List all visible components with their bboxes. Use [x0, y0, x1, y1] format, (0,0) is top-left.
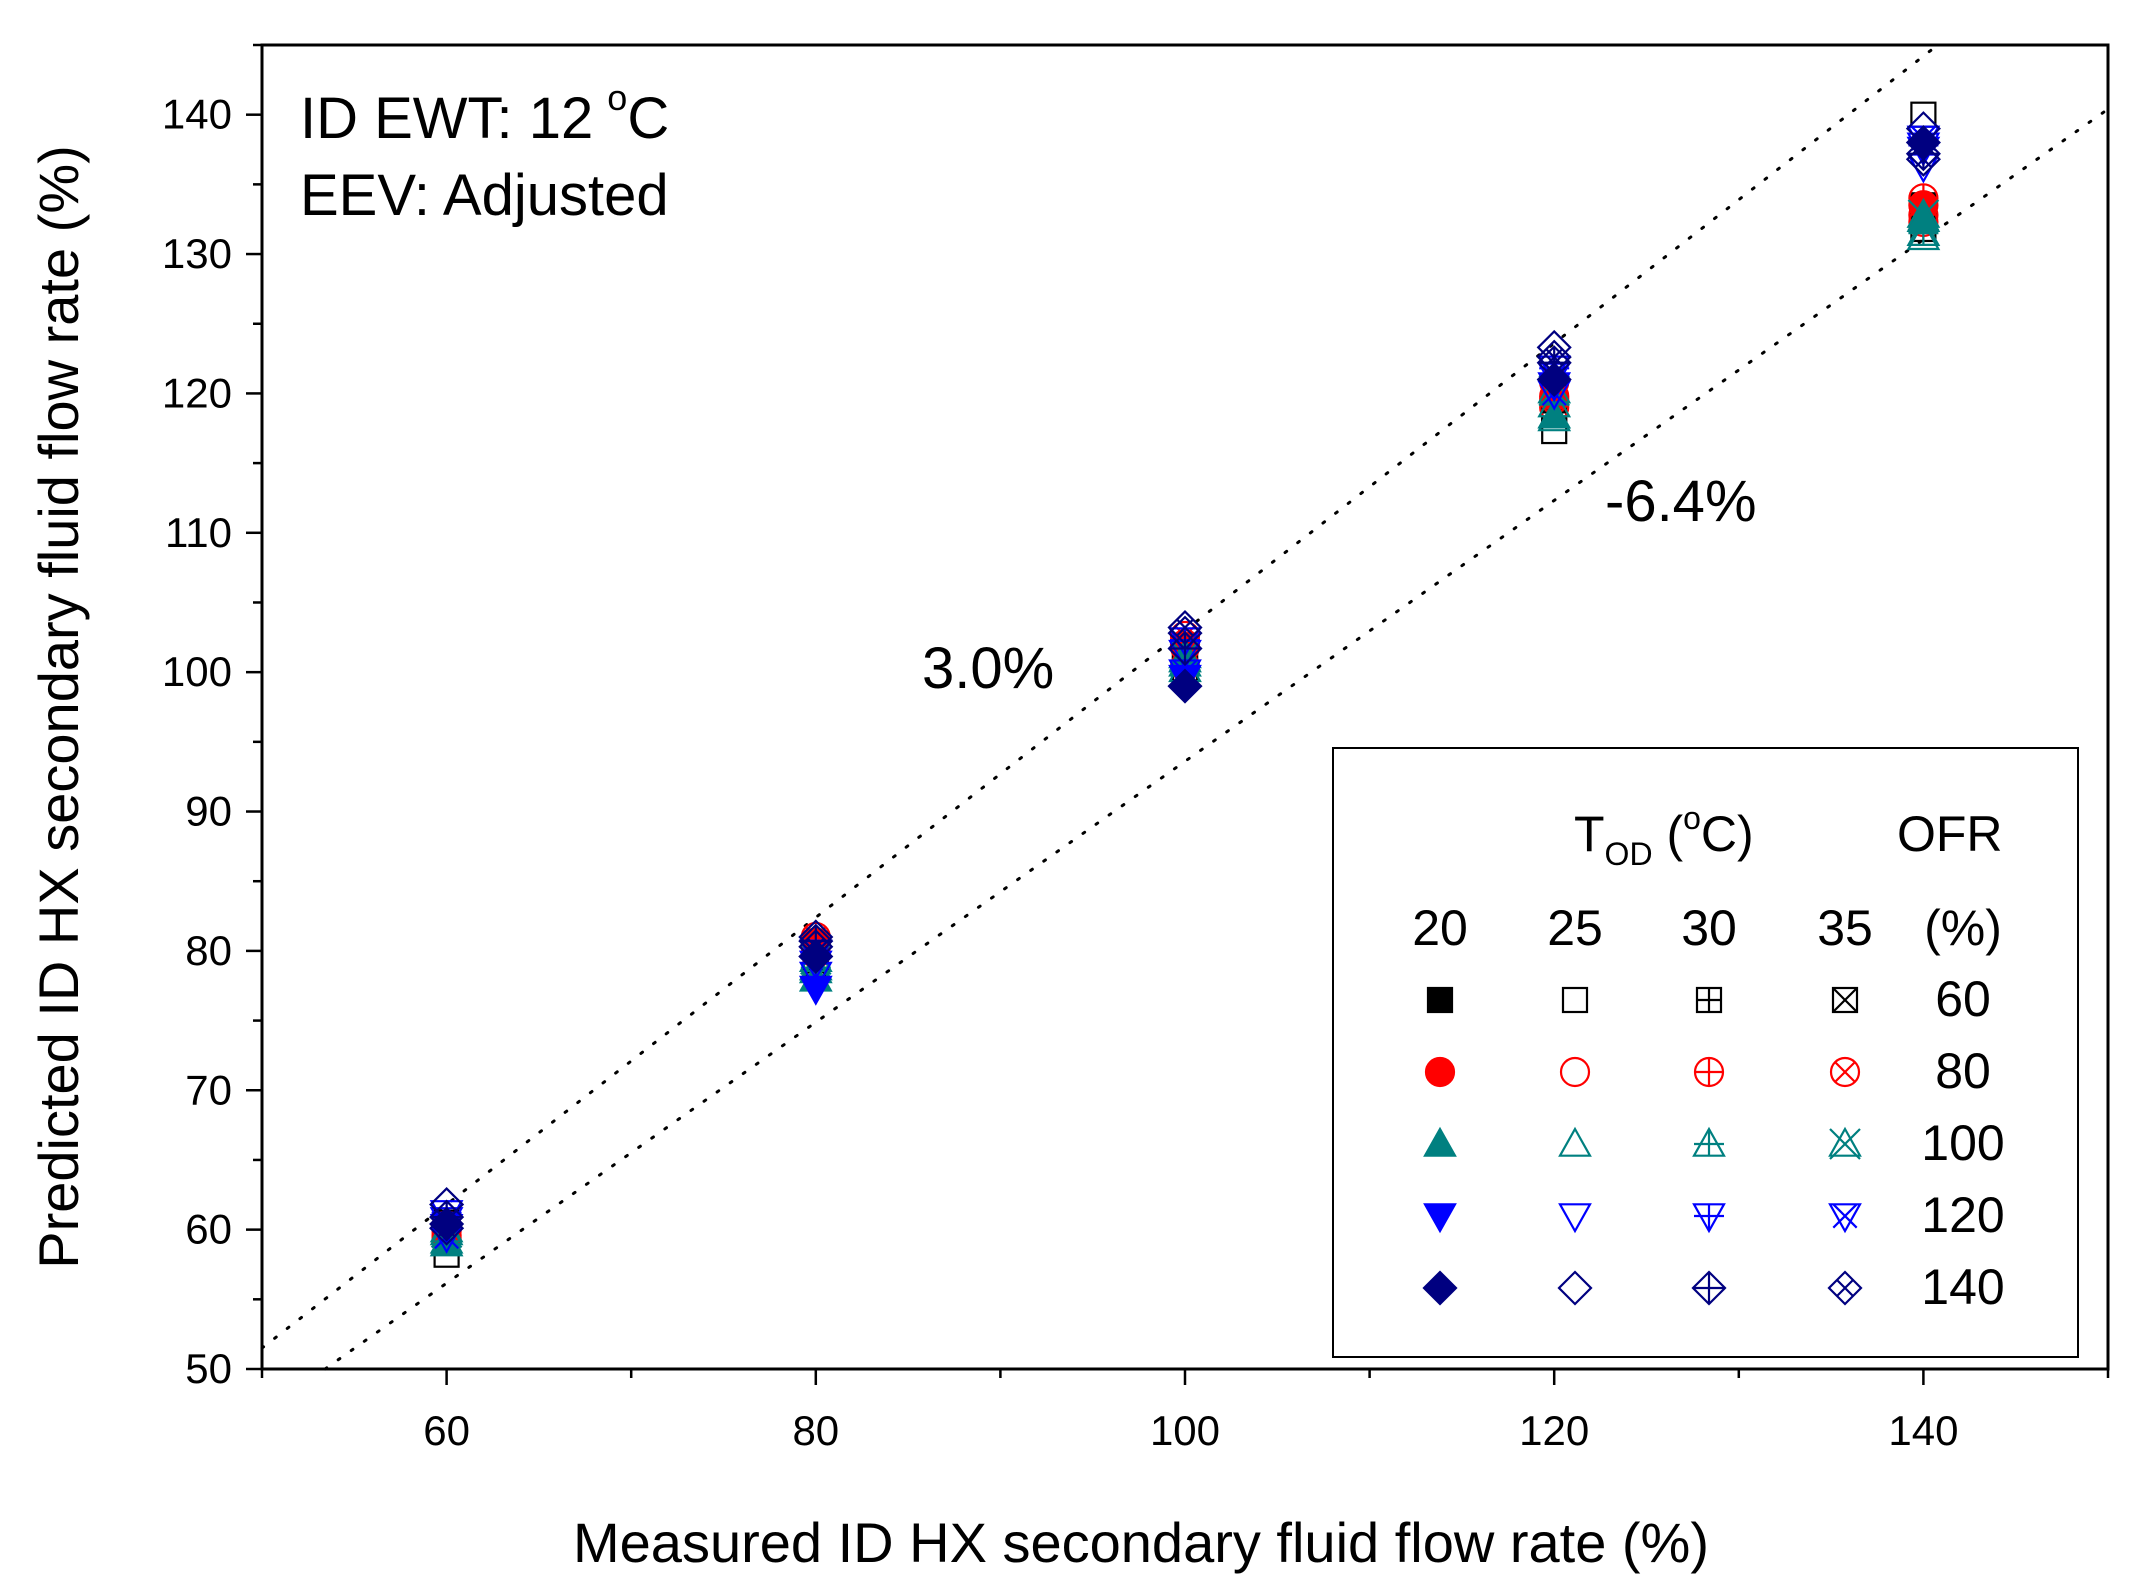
x-axis-ticks: 60 80 100 120 140 [260, 1369, 2110, 1454]
ref-label-plus: 3.0% [922, 636, 1054, 701]
data-point-t35-ofr140-100 [1167, 610, 1203, 646]
legend-marker-t25-ofr100 [1558, 1126, 1592, 1157]
y-tick-label-110: 110 [165, 509, 232, 556]
legend-temp-20: 20 [1412, 900, 1468, 956]
legend-t-header: TOD (oC) [1574, 800, 1754, 872]
annotation-eev: EEV: Adjusted [300, 163, 669, 228]
legend-box [1332, 747, 2079, 1358]
data-point-t20-ofr140-100 [1167, 668, 1203, 704]
y-tick-label-50: 50 [185, 1345, 232, 1392]
legend-marker-t35-ofr120 [1828, 1203, 1862, 1234]
data-point-t35-ofr140-120 [1536, 339, 1572, 375]
legend-marker-t30-ofr120 [1692, 1203, 1726, 1234]
ref-label-minus: -6.4% [1605, 469, 1757, 534]
legend-ofr-header: OFR [1897, 806, 2003, 862]
legend-marker-t30-ofr140 [1691, 1270, 1727, 1306]
y-axis-ticks: 50 60 70 80 90 100 110 120 130 140 [162, 43, 262, 1392]
y-axis-title: Predicted ID HX secondary fluid flow rat… [27, 145, 90, 1269]
y-tick-label-100: 100 [162, 648, 232, 695]
data-point-t35-ofr100-140 [1906, 197, 1941, 231]
y-tick-label-60: 60 [185, 1206, 232, 1253]
legend-marker-t20-ofr60 [1426, 986, 1454, 1014]
legend-marker-t25-ofr120 [1558, 1203, 1592, 1234]
data-point-t30-ofr140-100 [1167, 630, 1203, 667]
legend-markers [1422, 986, 1863, 1306]
y-tick-label-70: 70 [185, 1066, 232, 1113]
data-point-t30-ofr100-140 [1906, 215, 1941, 246]
data-point-t25-ofr100-140 [1906, 220, 1941, 251]
legend-ofr-100: 100 [1921, 1115, 2004, 1171]
y-tick-label-130: 130 [162, 230, 232, 277]
legend-temp-30: 30 [1681, 900, 1737, 956]
legend-ofr-140: 140 [1921, 1259, 2004, 1315]
reference-lines [260, 43, 2110, 1371]
x-axis-title: Measured ID HX secondary fluid flow rate… [573, 1511, 1709, 1574]
legend-marker-t30-ofr60 [1695, 986, 1723, 1014]
legend-ofr-60: 60 [1935, 971, 1991, 1027]
legend-marker-t25-ofr80 [1559, 1056, 1591, 1088]
legend-ofr-unit: (%) [1924, 900, 2002, 956]
legend-marker-t25-ofr140 [1557, 1270, 1593, 1306]
legend-ofr-120: 120 [1921, 1187, 2004, 1243]
legend-temp-35: 35 [1817, 900, 1873, 956]
legend-marker-t25-ofr60 [1561, 986, 1589, 1014]
legend-marker-t30-ofr80 [1693, 1056, 1725, 1088]
y-tick-label-140: 140 [162, 91, 232, 138]
legend-ofr-80: 80 [1935, 1043, 1991, 1099]
legend-temp-25: 25 [1547, 900, 1603, 956]
y-tick-label-80: 80 [185, 927, 232, 974]
legend-marker-t35-ofr80 [1829, 1056, 1861, 1088]
legend-marker-t20-ofr120 [1423, 1203, 1457, 1234]
legend-marker-t35-ofr100 [1828, 1126, 1862, 1160]
x-tick-label-120: 120 [1519, 1407, 1589, 1454]
annotation-ewt: ID EWT: 12 oC [300, 77, 669, 151]
data-point-t25-ofr60-140 [1910, 101, 1937, 128]
y-tick-label-90: 90 [185, 788, 232, 835]
legend-marker-t35-ofr60 [1831, 986, 1859, 1014]
data-point-t35-ofr140-60 [429, 1210, 465, 1246]
legend-marker-t30-ofr100 [1692, 1126, 1726, 1157]
data-point-t35-ofr140-140 [1905, 141, 1941, 177]
legend-marker-t35-ofr140 [1827, 1270, 1863, 1306]
reference-line-plus [260, 43, 1940, 1350]
legend-marker-t20-ofr100 [1423, 1126, 1457, 1157]
data-points [429, 101, 1941, 1268]
legend-marker-t20-ofr80 [1424, 1056, 1456, 1088]
data-point-t35-ofr140-80 [798, 929, 834, 965]
x-tick-label-140: 140 [1888, 1407, 1958, 1454]
x-tick-label-100: 100 [1150, 1407, 1220, 1454]
x-tick-label-80: 80 [792, 1407, 839, 1454]
legend: TOD (oC) OFR 20 25 30 35 (%) 60 80 100 1… [1332, 747, 2079, 1358]
x-tick-label-60: 60 [423, 1407, 470, 1454]
legend-marker-t20-ofr140 [1422, 1270, 1458, 1306]
y-tick-label-120: 120 [162, 369, 232, 416]
